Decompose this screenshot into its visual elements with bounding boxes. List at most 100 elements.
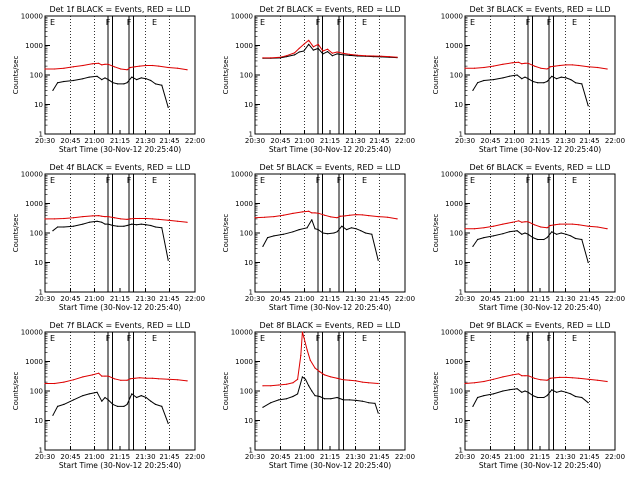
series-lld-point xyxy=(527,221,529,223)
series-events-point xyxy=(150,79,152,82)
series-lld-point xyxy=(527,375,529,377)
series-lld-point xyxy=(145,377,147,379)
series-lld-point xyxy=(322,50,324,52)
series-events-point xyxy=(336,396,338,399)
series-lld-point xyxy=(518,220,520,222)
y-axis-title: Counts/sec xyxy=(12,372,20,411)
panel-title: Det 8f BLACK = Events, RED = LLD xyxy=(259,321,400,330)
series-events-point xyxy=(537,396,539,399)
interval-marker-label: F xyxy=(526,176,531,185)
x-tick-label: 22:00 xyxy=(185,137,205,145)
series-events-line xyxy=(262,376,379,414)
series-events-point xyxy=(293,54,296,56)
y-tick-label: 10 xyxy=(34,417,43,425)
x-tick-label: 21:00 xyxy=(504,295,524,303)
series-events-point xyxy=(308,43,310,45)
series-lld-point xyxy=(368,215,370,217)
series-lld-point xyxy=(53,218,56,220)
series-lld-point xyxy=(349,379,351,381)
series-lld-point xyxy=(308,39,310,41)
y-tick-label: 1000 xyxy=(235,42,253,50)
series-events-point xyxy=(107,399,109,401)
series-lld-point xyxy=(82,216,84,218)
series-events-point xyxy=(368,402,370,404)
y-tick-label: 1000 xyxy=(445,42,463,50)
series-events-point xyxy=(483,237,485,239)
series-events-point xyxy=(52,230,54,232)
series-lld-point xyxy=(521,375,523,377)
series-lld-point xyxy=(473,67,476,69)
x-axis-title: Start Time (30-Nov-12 20:25:40) xyxy=(59,461,181,470)
x-tick-label: 20:30 xyxy=(245,295,265,303)
series-events-point xyxy=(333,232,335,234)
interval-marker-label: F xyxy=(127,176,132,185)
series-lld-point xyxy=(587,66,589,68)
series-events-point xyxy=(570,79,572,81)
series-events-point xyxy=(477,396,479,399)
series-lld-point xyxy=(546,68,548,70)
x-tick-label: 20:30 xyxy=(455,295,475,303)
interval-marker-label: E xyxy=(50,18,55,27)
series-events-point xyxy=(317,229,319,231)
series-lld-point xyxy=(533,65,536,67)
series-events-point xyxy=(587,402,589,404)
series-events-point xyxy=(560,76,562,78)
y-tick-label: 1000 xyxy=(25,358,43,366)
series-lld-point xyxy=(388,56,390,58)
series-lld-point xyxy=(262,57,264,59)
series-events-point xyxy=(508,75,510,77)
series-lld-point xyxy=(380,55,382,57)
series-events-point xyxy=(140,223,142,225)
series-lld-point xyxy=(282,214,284,216)
series-events-point xyxy=(104,77,106,79)
series-events-point xyxy=(262,245,264,247)
y-tick-label: 10000 xyxy=(231,13,253,21)
series-events-point xyxy=(267,237,269,239)
series-lld-point xyxy=(502,376,504,378)
x-tick-label: 21:00 xyxy=(504,137,524,145)
series-lld-point xyxy=(387,216,389,218)
series-events-point xyxy=(57,226,59,228)
x-tick-label: 21:15 xyxy=(530,453,550,461)
y-axis-title: Counts/sec xyxy=(432,372,440,411)
series-lld-point xyxy=(349,214,351,216)
y-tick-label: 100 xyxy=(30,72,43,80)
series-events-point xyxy=(472,245,474,247)
x-tick-label: 21:00 xyxy=(84,453,104,461)
series-events-point xyxy=(112,403,114,405)
series-events-point xyxy=(150,224,152,227)
series-events-point xyxy=(570,235,572,237)
series-events-point xyxy=(154,83,157,85)
series-lld-point xyxy=(91,215,93,217)
series-lld-line xyxy=(262,331,379,387)
series-events-point xyxy=(556,391,558,393)
series-events-point xyxy=(117,405,119,407)
plot-frame xyxy=(44,331,196,451)
x-tick-label: 20:30 xyxy=(455,453,475,461)
series-lld-point xyxy=(134,217,136,220)
interval-marker-label: E xyxy=(152,176,157,185)
y-axis-title: Counts/sec xyxy=(432,56,440,95)
series-events-point xyxy=(112,224,114,227)
series-events-point xyxy=(292,231,294,233)
series-events-point xyxy=(308,385,310,387)
series-lld-point xyxy=(342,52,344,55)
y-tick-label: 100 xyxy=(240,388,253,396)
interval-marker-label: F xyxy=(547,334,552,343)
series-events-point xyxy=(322,53,324,55)
series-events-point xyxy=(349,399,351,401)
x-tick-label: 21:45 xyxy=(369,295,389,303)
series-lld-point xyxy=(565,376,567,378)
series-events-point xyxy=(546,395,548,397)
series-events-point xyxy=(551,389,553,391)
y-axis-title: Counts/sec xyxy=(222,214,230,253)
interval-marker-label: F xyxy=(547,176,552,185)
series-lld-point xyxy=(336,217,338,219)
series-lld-point xyxy=(151,64,153,67)
series-lld-point xyxy=(311,212,313,214)
x-tick-label: 20:45 xyxy=(480,137,500,145)
series-events-point xyxy=(342,399,344,401)
series-lld-point xyxy=(549,224,551,227)
series-events-point xyxy=(314,228,316,230)
series-lld-point xyxy=(44,218,46,220)
